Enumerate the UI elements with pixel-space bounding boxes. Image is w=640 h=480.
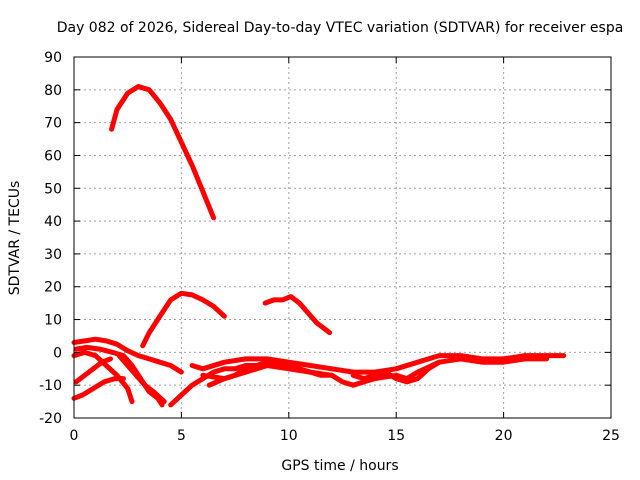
series-low-5	[73, 356, 113, 385]
y-tick-label: 0	[53, 345, 62, 361]
series-band-3	[206, 359, 335, 388]
y-tick-label: -20	[39, 411, 62, 427]
chart-title: Day 082 of 2026, Sidereal Day-to-day VTE…	[57, 20, 624, 36]
series-low-2	[71, 349, 135, 405]
series-layer	[71, 84, 567, 408]
y-tick-label: 20	[44, 280, 62, 296]
y-tick-label: 30	[44, 247, 62, 263]
y-axis-label: SDTVAR / TECUs	[7, 181, 23, 296]
y-tick-label: 80	[44, 83, 62, 99]
series-low-6	[116, 353, 167, 405]
y-tick-label: -10	[39, 378, 62, 394]
x-tick-label: 15	[387, 428, 405, 444]
frame-layer	[73, 56, 612, 419]
series-arc-high	[109, 84, 217, 221]
plot-frame	[73, 56, 612, 419]
y-tick-label: 40	[44, 214, 62, 230]
series-band-4	[350, 359, 442, 385]
series-arc-small	[262, 294, 333, 336]
series-low-7	[168, 363, 260, 408]
series-band-2	[200, 356, 550, 388]
y-tick-label: 60	[44, 148, 62, 164]
x-tick-label: 5	[177, 428, 186, 444]
x-tick-label: 20	[495, 428, 513, 444]
x-axis-label: GPS time / hours	[281, 458, 398, 474]
series-arc-mid	[140, 290, 227, 349]
y-tick-label: 70	[44, 116, 62, 132]
y-tick-label: 50	[44, 181, 62, 197]
series-band-1	[189, 353, 567, 375]
x-tick-label: 10	[280, 428, 298, 444]
series-low-4	[71, 376, 126, 401]
series-low-1	[71, 336, 184, 375]
y-tick-label: 90	[44, 50, 62, 66]
x-tick-label: 0	[70, 428, 79, 444]
y-tick-label: 10	[44, 313, 62, 329]
tick-labels: -20 -10 0 10 20 30 40 50 60 70 80 90 0 5 10 15 20 25	[39, 50, 620, 444]
x-tick-label: 25	[602, 428, 620, 444]
